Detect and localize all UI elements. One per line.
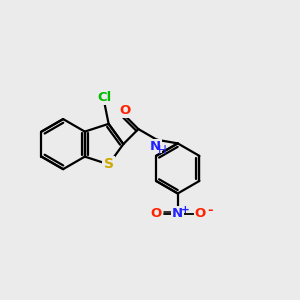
Text: O: O <box>119 104 131 117</box>
Text: S: S <box>103 158 114 171</box>
Text: O: O <box>194 208 206 220</box>
Text: +: + <box>181 205 190 214</box>
Text: O: O <box>150 208 161 220</box>
Text: H: H <box>158 144 167 158</box>
Text: N: N <box>150 140 161 153</box>
Text: N: N <box>172 208 183 220</box>
Text: Cl: Cl <box>97 91 111 104</box>
Text: -: - <box>207 204 213 217</box>
Text: S: S <box>103 158 114 171</box>
